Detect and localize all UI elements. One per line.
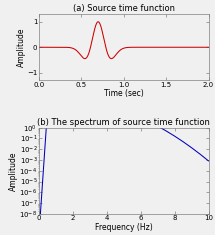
Title: (a) Source time function: (a) Source time function [73, 4, 175, 13]
Y-axis label: Amplitude: Amplitude [9, 151, 18, 191]
X-axis label: Time (sec): Time (sec) [104, 89, 143, 98]
X-axis label: Frequency (Hz): Frequency (Hz) [95, 223, 152, 232]
Y-axis label: Amplitude: Amplitude [17, 27, 26, 67]
Title: (b) The spectrum of source time function: (b) The spectrum of source time function [37, 118, 210, 127]
